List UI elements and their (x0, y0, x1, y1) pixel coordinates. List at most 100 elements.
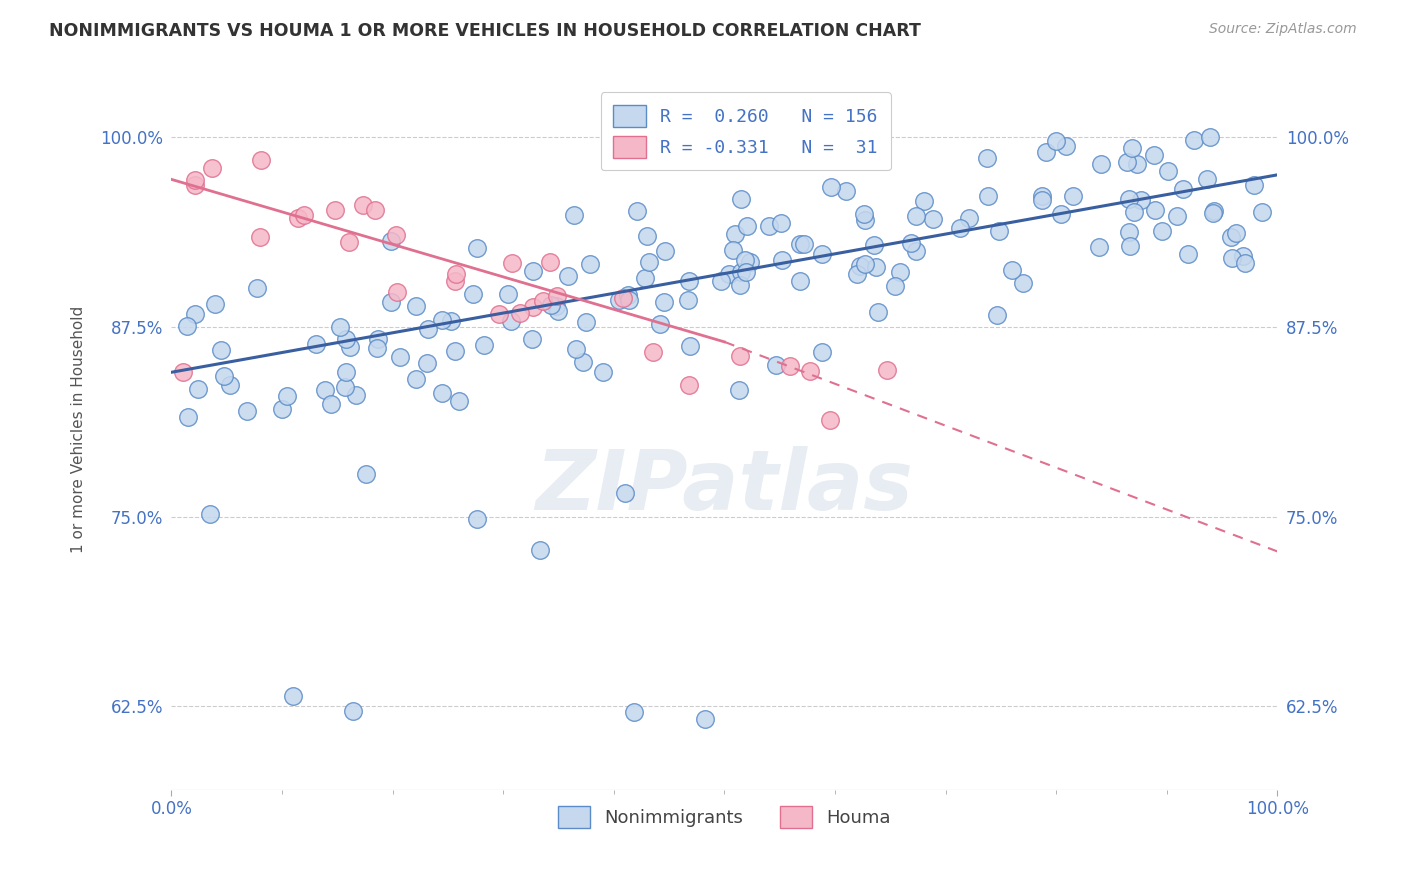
Point (342, 704, 364, 718)
Point (1129, 193, 1152, 207)
Point (789, 236, 811, 251)
Point (1143, 203, 1166, 218)
Point (1199, 129, 1222, 144)
Point (246, 281, 269, 295)
Point (444, 267, 467, 281)
Point (1118, 192, 1140, 206)
Point (250, 153, 273, 167)
Point (1012, 276, 1035, 290)
Point (249, 230, 271, 244)
Point (1087, 240, 1109, 254)
Point (520, 333, 543, 347)
Point (405, 299, 427, 313)
Point (1031, 189, 1053, 203)
Point (986, 308, 1008, 322)
Point (1143, 148, 1166, 162)
Point (949, 221, 972, 235)
Point (876, 363, 898, 377)
Point (818, 413, 841, 427)
Point (1001, 262, 1024, 277)
Text: ZIPatlas: ZIPatlas (536, 446, 914, 527)
Legend: Nonimmigrants, Houma: Nonimmigrants, Houma (551, 798, 898, 835)
Point (976, 189, 998, 203)
Point (440, 314, 463, 328)
Point (730, 265, 752, 279)
Point (641, 345, 664, 359)
Point (612, 291, 634, 305)
Point (276, 389, 298, 403)
Point (281, 689, 304, 703)
Point (219, 377, 242, 392)
Point (849, 260, 872, 274)
Point (335, 332, 357, 346)
Point (737, 219, 759, 233)
Point (575, 315, 598, 329)
Point (380, 234, 402, 248)
Text: NONIMMIGRANTS VS HOUMA 1 OR MORE VEHICLES IN HOUSEHOLD CORRELATION CHART: NONIMMIGRANTS VS HOUMA 1 OR MORE VEHICLE… (49, 22, 921, 40)
Point (820, 180, 842, 194)
Point (770, 216, 793, 230)
Point (176, 319, 198, 334)
Point (1219, 229, 1241, 244)
Point (852, 206, 875, 220)
Point (335, 380, 357, 394)
Point (617, 287, 640, 301)
Point (728, 277, 751, 292)
Point (900, 236, 922, 251)
Point (1234, 256, 1257, 270)
Point (693, 712, 716, 726)
Point (187, 382, 209, 396)
Point (270, 402, 292, 417)
Point (921, 211, 943, 226)
Point (1031, 193, 1053, 207)
Point (1119, 239, 1142, 253)
Point (488, 307, 510, 321)
Point (1054, 139, 1077, 153)
Point (557, 269, 579, 284)
Point (1090, 157, 1112, 171)
Point (730, 192, 752, 206)
Point (465, 512, 488, 526)
Point (853, 212, 876, 227)
Point (592, 365, 614, 379)
Point (1220, 251, 1243, 265)
Point (724, 227, 747, 241)
Y-axis label: 1 or more Vehicles in Household: 1 or more Vehicles in Household (72, 306, 86, 553)
Point (415, 356, 437, 370)
Point (509, 306, 531, 320)
Point (367, 333, 389, 347)
Point (385, 285, 408, 299)
Point (652, 295, 675, 310)
Point (529, 542, 551, 557)
Point (496, 286, 519, 301)
Point (648, 318, 671, 332)
Point (501, 256, 523, 270)
Point (335, 365, 357, 379)
Point (314, 384, 336, 398)
Text: Source: ZipAtlas.com: Source: ZipAtlas.com (1209, 22, 1357, 37)
Point (354, 467, 377, 482)
Point (547, 304, 569, 318)
Point (835, 184, 858, 198)
Point (636, 228, 658, 243)
Point (987, 224, 1010, 238)
Point (447, 394, 470, 409)
Point (546, 289, 568, 303)
Point (1232, 249, 1254, 263)
Point (344, 387, 367, 401)
Point (292, 208, 315, 222)
Point (337, 235, 360, 249)
Point (1123, 205, 1146, 219)
Point (1202, 205, 1225, 219)
Point (728, 349, 751, 363)
Point (184, 173, 207, 187)
Point (461, 286, 484, 301)
Point (1062, 189, 1084, 203)
Point (544, 299, 567, 313)
Point (727, 383, 749, 397)
Point (204, 296, 226, 310)
Point (499, 314, 522, 328)
Point (177, 410, 200, 425)
Point (352, 198, 374, 212)
Point (522, 300, 544, 314)
